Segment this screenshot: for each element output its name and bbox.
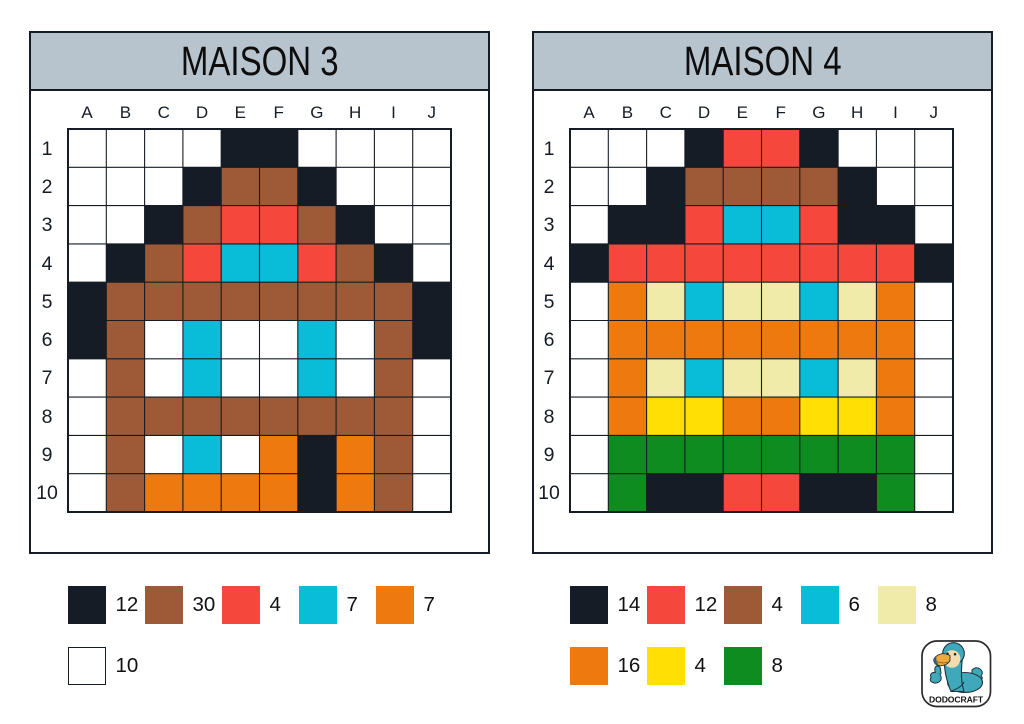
svg-text:DODOCRAFT: DODOCRAFT <box>929 695 984 705</box>
